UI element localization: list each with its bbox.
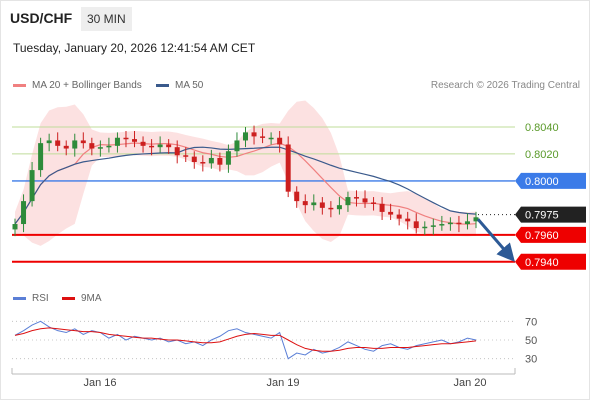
candle <box>29 170 35 202</box>
candle <box>260 136 266 138</box>
rsi-swatch <box>13 297 26 300</box>
ma20-swatch <box>13 84 26 87</box>
candle <box>430 225 436 227</box>
candle <box>379 203 385 212</box>
candle <box>353 197 359 199</box>
candle <box>294 191 300 202</box>
level-label-0-7940: 0.7940 <box>525 257 559 269</box>
candle <box>439 224 445 226</box>
symbol-title: USD/CHF <box>10 10 73 26</box>
candle <box>208 157 214 164</box>
candle <box>447 222 453 225</box>
level-label-0-7975: 0.7975 <box>525 210 559 222</box>
candle <box>174 147 180 156</box>
candle <box>302 201 308 206</box>
candle <box>473 217 479 222</box>
candle <box>55 140 61 146</box>
candle <box>21 201 27 225</box>
level-label-0-7960: 0.7960 <box>525 230 559 242</box>
candle <box>371 202 377 204</box>
ma50-line <box>14 146 477 225</box>
candle <box>362 198 368 203</box>
candle <box>336 205 342 210</box>
candle <box>46 140 52 144</box>
level-label-0-8020: 0.8020 <box>525 149 559 161</box>
legend-rsi: RSI <box>13 293 49 304</box>
legend-rsi-ma-label: 9MA <box>81 293 102 304</box>
candle <box>80 140 86 144</box>
candle <box>464 221 470 225</box>
candle <box>200 162 206 164</box>
rsi-tick-label: 50 <box>525 335 537 347</box>
candle <box>183 155 189 157</box>
legend-rsi-ma: 9MA <box>62 293 102 304</box>
legend-ma50-label: MA 50 <box>175 80 204 91</box>
credit-label: Research © 2026 Trading Central <box>430 80 580 91</box>
candle <box>251 132 257 137</box>
level-label-0-8040: 0.8040 <box>525 122 559 134</box>
candle <box>225 151 231 165</box>
rsi-ma-swatch <box>62 297 75 300</box>
candle <box>413 221 419 229</box>
candle <box>140 141 146 146</box>
candle <box>277 137 283 145</box>
candle <box>89 143 95 149</box>
candle <box>166 144 172 148</box>
candle <box>456 222 462 225</box>
rsi-tick-label: 70 <box>525 316 537 328</box>
x-tick-label: Jan 16 <box>83 377 116 389</box>
datetime-label: Tuesday, January 20, 2026 12:41:54 AM CE… <box>13 41 256 55</box>
legend-ma20: MA 20 + Bollinger Bands <box>13 80 142 91</box>
legend-ma20-label: MA 20 + Bollinger Bands <box>32 80 142 91</box>
candle <box>388 211 394 215</box>
ma50-swatch <box>156 84 169 87</box>
candle <box>157 144 163 148</box>
candle <box>132 139 138 142</box>
rsi-ma-line <box>14 327 477 352</box>
legend-rsi-label: RSI <box>32 293 49 304</box>
candle <box>38 143 44 171</box>
candle <box>217 157 223 165</box>
candle <box>191 156 197 163</box>
timeframe-button[interactable]: 30 MIN <box>81 7 132 31</box>
level-label-0-7940-tag <box>515 253 586 270</box>
x-tick-label: Jan 20 <box>453 377 486 389</box>
candle <box>319 202 325 208</box>
candle <box>63 145 69 149</box>
candle <box>285 144 291 192</box>
legend-ma50: MA 50 <box>156 80 203 91</box>
candle <box>106 145 112 148</box>
candle <box>97 147 103 149</box>
candle <box>405 218 411 222</box>
candle <box>72 140 78 149</box>
candle <box>114 137 120 146</box>
candle <box>328 207 334 210</box>
bollinger-band <box>15 100 476 246</box>
candle <box>422 226 428 229</box>
candle <box>345 197 351 206</box>
candle <box>149 145 155 148</box>
level-label-0-7960-tag <box>515 226 586 243</box>
x-tick-label: Jan 19 <box>266 377 299 389</box>
candle <box>123 137 129 140</box>
candle <box>268 137 274 140</box>
level-label-0-8000: 0.8000 <box>525 176 559 188</box>
candle <box>311 202 317 206</box>
candle <box>234 140 240 152</box>
level-label-0-7975-tag <box>515 206 586 223</box>
candle <box>243 132 248 141</box>
candle <box>12 224 18 230</box>
candle <box>396 214 402 219</box>
forecast-arrow <box>476 218 515 262</box>
level-label-0-8000-tag <box>515 172 586 189</box>
rsi-tick-label: 30 <box>525 354 537 366</box>
